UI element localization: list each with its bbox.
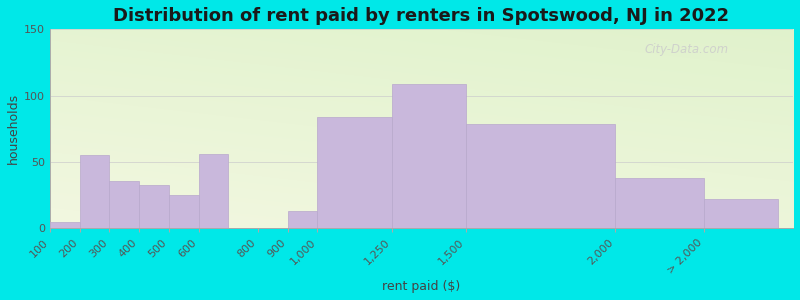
Bar: [139, 184, 169, 228]
Bar: [80, 155, 110, 228]
Bar: [318, 117, 392, 228]
Bar: [614, 178, 704, 228]
Bar: [466, 124, 614, 228]
Bar: [288, 211, 318, 228]
Bar: [169, 195, 198, 228]
Bar: [704, 199, 778, 228]
Title: Distribution of rent paid by renters in Spotswood, NJ in 2022: Distribution of rent paid by renters in …: [114, 7, 730, 25]
Y-axis label: households: households: [7, 93, 20, 164]
Bar: [392, 84, 466, 228]
X-axis label: rent paid ($): rent paid ($): [382, 280, 461, 293]
Text: City-Data.com: City-Data.com: [645, 43, 729, 56]
Bar: [50, 222, 80, 228]
Bar: [110, 181, 139, 228]
Bar: [198, 154, 228, 228]
